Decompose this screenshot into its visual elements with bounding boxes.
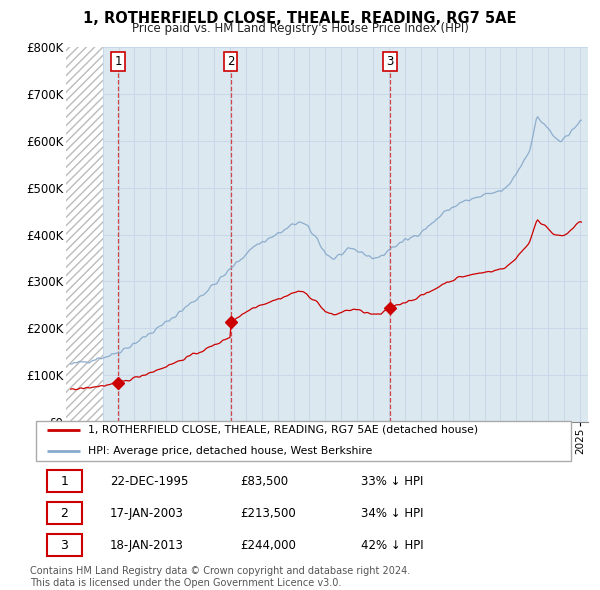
Text: 3: 3 [60, 539, 68, 552]
Text: 34% ↓ HPI: 34% ↓ HPI [361, 507, 424, 520]
Text: 17-JAN-2003: 17-JAN-2003 [110, 507, 184, 520]
Text: Price paid vs. HM Land Registry's House Price Index (HPI): Price paid vs. HM Land Registry's House … [131, 22, 469, 35]
Text: Contains HM Land Registry data © Crown copyright and database right 2024.
This d: Contains HM Land Registry data © Crown c… [30, 566, 410, 588]
Bar [66, 47, 103, 422]
Text: £213,500: £213,500 [240, 507, 296, 520]
Text: 1: 1 [60, 475, 68, 488]
Text: 18-JAN-2013: 18-JAN-2013 [110, 539, 184, 552]
Text: 22-DEC-1995: 22-DEC-1995 [110, 475, 188, 488]
Text: £244,000: £244,000 [240, 539, 296, 552]
Text: 3: 3 [386, 55, 394, 68]
Bar [47, 535, 82, 556]
Text: HPI: Average price, detached house, West Berkshire: HPI: Average price, detached house, West… [88, 446, 373, 455]
Text: 2: 2 [227, 55, 235, 68]
Text: 1, ROTHERFIELD CLOSE, THEALE, READING, RG7 5AE (detached house): 1, ROTHERFIELD CLOSE, THEALE, READING, R… [88, 425, 478, 434]
FancyBboxPatch shape [35, 421, 571, 461]
Text: 2: 2 [60, 507, 68, 520]
Bar [47, 502, 82, 525]
Text: 1: 1 [114, 55, 122, 68]
Text: £83,500: £83,500 [240, 475, 288, 488]
Text: 33% ↓ HPI: 33% ↓ HPI [361, 475, 424, 488]
Bar [47, 470, 82, 492]
Text: 42% ↓ HPI: 42% ↓ HPI [361, 539, 424, 552]
Text: 1, ROTHERFIELD CLOSE, THEALE, READING, RG7 5AE: 1, ROTHERFIELD CLOSE, THEALE, READING, R… [83, 11, 517, 25]
